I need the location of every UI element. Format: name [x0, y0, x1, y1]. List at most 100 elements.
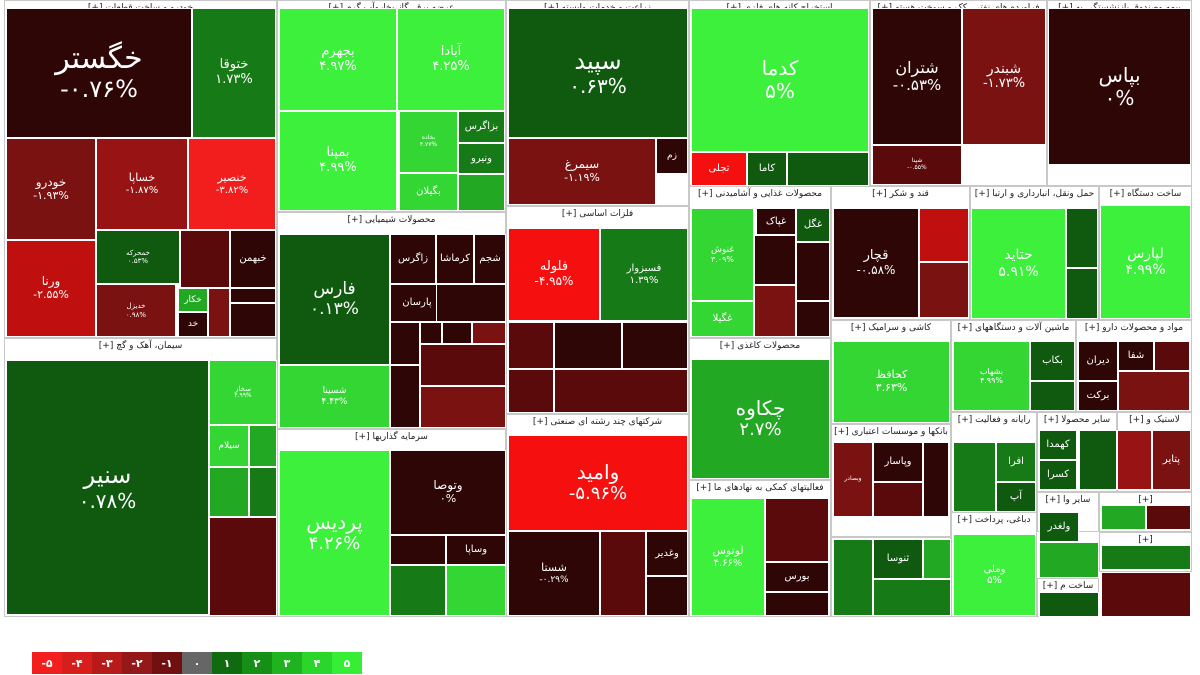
sector-title[interactable]: لاستیک و [+] [1118, 413, 1191, 427]
stock-tile[interactable] [1066, 208, 1098, 268]
sector-title[interactable]: فعالیتهای کمکی به نهادهای ما [+] [690, 481, 830, 495]
stock-tile[interactable] [249, 425, 277, 467]
stock-tile-diran[interactable]: دیران [1078, 341, 1118, 381]
stock-tile[interactable] [446, 565, 506, 616]
stock-tile[interactable] [554, 369, 688, 413]
stock-tile[interactable] [1079, 430, 1117, 490]
stock-tile[interactable] [420, 344, 506, 386]
legend-step[interactable]: -۲ [122, 652, 152, 674]
stock-tile[interactable] [765, 592, 829, 616]
stock-tile[interactable] [1101, 545, 1191, 570]
stock-tile-khamohr[interactable]: خمحرکه ۰.۵۳% [96, 230, 180, 284]
stock-tile-kehamda[interactable]: کهمدا [1039, 430, 1077, 460]
sector-title[interactable]: کاشی و سرامیک [+] [832, 321, 950, 335]
stock-tile-sakhaz[interactable]: سخاز ۴.۹۹% [209, 360, 277, 425]
sector-title[interactable]: فلزات اساسی [+] [507, 207, 688, 221]
stock-tile[interactable] [646, 576, 688, 616]
sector-title[interactable]: ساخت م [+] [1038, 579, 1098, 593]
stock-tile-shefa[interactable]: شفا [1118, 341, 1154, 371]
stock-tile[interactable] [796, 242, 830, 301]
stock-tile-khakar[interactable]: خکار [178, 288, 208, 312]
sector-title[interactable]: [+] [1100, 493, 1191, 507]
stock-tile-zam[interactable]: زم [656, 138, 688, 174]
stock-tile[interactable] [873, 579, 951, 616]
stock-tile-kermasha[interactable]: کرماشا [436, 234, 474, 284]
sector-title[interactable]: ماشین آلات و دستگاههای [+] [952, 321, 1075, 335]
stock-tile-khbahman[interactable]: خبهمن [230, 230, 276, 288]
stock-tile-bkhadeh[interactable]: بخاده ۴.۷۷% [399, 111, 458, 173]
legend-step[interactable]: ۱ [212, 652, 242, 674]
stock-tile-ghoosh[interactable]: غنوش ۳.۰۹% [691, 208, 754, 301]
stock-tile-bekab[interactable]: بکاب [1030, 341, 1075, 381]
stock-tile-vesapa[interactable]: وساپا [446, 535, 506, 565]
stock-tile-afra[interactable]: افرا [996, 442, 1036, 482]
stock-tile-vaghadir[interactable]: وغدیر [646, 531, 688, 576]
stock-tile[interactable] [754, 285, 796, 337]
stock-tile[interactable] [923, 442, 949, 517]
stock-tile[interactable] [833, 539, 873, 616]
sector-title[interactable]: رایانه و فعالیت [+] [952, 413, 1036, 427]
sector-title[interactable]: ساخت دستگاه [+] [1100, 187, 1191, 201]
stock-tile-foolad[interactable]: فلوله -۴.۹۵% [508, 228, 600, 321]
stock-tile[interactable] [1146, 505, 1191, 530]
legend-step[interactable]: ۴ [302, 652, 332, 674]
stock-tile[interactable] [1039, 592, 1099, 617]
sector-title[interactable]: سایر وا [+] [1038, 493, 1098, 507]
stock-tile-abada[interactable]: آبادا ۴.۲۵% [397, 8, 505, 111]
stock-tile-ghajar[interactable]: قچار -۰.۵۸% [833, 208, 919, 318]
stock-tile[interactable] [1154, 341, 1190, 371]
stock-tile[interactable] [230, 303, 276, 337]
stock-tile-lotus[interactable]: لوتوس ۴.۶۶% [691, 498, 765, 616]
stock-tile[interactable] [508, 369, 554, 413]
stock-tile-simorgh[interactable]: سیمرغ -۱.۱۹% [508, 138, 656, 205]
stock-tile-ap[interactable]: آپ [996, 482, 1036, 512]
stock-tile-zagros[interactable]: زاگرس [390, 234, 436, 284]
sector-title[interactable]: بانکها و موسسات اعتباری [+] [832, 425, 950, 439]
stock-tile-ghgila[interactable]: غگیلا [691, 301, 754, 337]
stock-tile-kama[interactable]: کاما [747, 152, 787, 186]
stock-tile-barakat[interactable]: برکت [1078, 381, 1118, 411]
stock-tile-lepars[interactable]: لپارس ۴.۹۹% [1100, 205, 1191, 319]
stock-tile[interactable] [1030, 381, 1075, 411]
stock-tile[interactable] [390, 565, 446, 616]
legend-step[interactable]: -۳ [92, 652, 122, 674]
stock-tile-chekaveh[interactable]: چکاوه ۲.۷% [691, 359, 830, 479]
stock-tile-khodro[interactable]: خودرو -۱.۹۳% [6, 138, 96, 240]
stock-tile-vetosa[interactable]: وتوصا ۰% [390, 450, 506, 535]
legend-step[interactable]: ۳ [272, 652, 302, 674]
stock-tile[interactable] [1118, 371, 1190, 411]
stock-tile-shepna[interactable]: شپنا -۰.۵۵% [872, 145, 962, 185]
sector-title[interactable]: سایر محصولا [+] [1038, 413, 1116, 427]
stock-tile[interactable] [600, 531, 646, 616]
legend-step[interactable]: -۴ [62, 652, 92, 674]
stock-tile-bmpna[interactable]: بمپنا ۴.۹۹% [279, 111, 397, 211]
stock-tile-sesalam[interactable]: سیلام [209, 425, 249, 467]
stock-tile-vepasar[interactable]: وپاسار [873, 442, 923, 482]
stock-tile[interactable] [796, 301, 830, 337]
stock-tile[interactable] [622, 322, 688, 369]
stock-tile-khdiz[interactable]: خدیزل ۰.۹۸% [96, 284, 176, 337]
stock-tile-ghegol[interactable]: غگل [796, 208, 830, 242]
stock-tile[interactable] [442, 322, 472, 344]
stock-tile-sanir[interactable]: سنیر ۰.۷۸% [6, 360, 209, 615]
legend-step[interactable]: ۵ [332, 652, 362, 674]
stock-tile-fesabzevar[interactable]: فسبزوار ۱.۳۹% [600, 228, 688, 321]
stock-tile-khegostar[interactable]: خگستر -۰.۷۶% [6, 8, 192, 138]
legend-step[interactable]: ۰ [182, 652, 212, 674]
stock-tile[interactable] [249, 467, 277, 517]
stock-tile-hetayd[interactable]: حتاید ۵.۹۱% [971, 208, 1066, 319]
stock-tile[interactable] [1066, 268, 1098, 319]
stock-tile[interactable] [554, 322, 622, 369]
stock-tile[interactable] [919, 262, 969, 318]
stock-tile-patayr[interactable]: پتایر [1152, 430, 1191, 490]
stock-tile-ghepak[interactable]: غپاک [756, 208, 796, 235]
stock-tile-shebandar[interactable]: شبندر -۱.۷۳% [962, 8, 1046, 145]
stock-tile[interactable] [508, 322, 554, 369]
stock-tile[interactable] [1039, 542, 1099, 578]
stock-tile[interactable] [180, 230, 230, 288]
stock-tile[interactable] [209, 467, 249, 517]
sector-title[interactable]: شرکتهای چند رشته ای صنعتی [+] [507, 415, 688, 429]
sector-title[interactable]: محصولات کاغذی [+] [690, 339, 830, 353]
stock-tile-khd[interactable]: خد [178, 312, 208, 337]
sector-title[interactable]: حمل ونقل، انبارداری و ارتبا [+] [971, 187, 1098, 201]
